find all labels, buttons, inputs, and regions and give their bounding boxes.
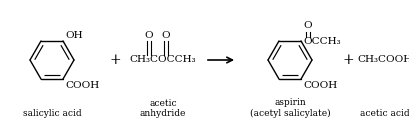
Text: COOH: COOH: [65, 81, 99, 90]
Text: OCCH₃: OCCH₃: [302, 38, 340, 46]
Text: +: +: [109, 53, 121, 67]
Text: O: O: [303, 22, 312, 30]
Text: O: O: [144, 30, 153, 40]
Text: CH₃COOH: CH₃COOH: [357, 56, 409, 65]
Text: COOH: COOH: [302, 81, 337, 90]
Text: CH₃COCCH₃: CH₃COCCH₃: [129, 56, 196, 65]
Text: aspirin
(acetyl salicylate): aspirin (acetyl salicylate): [249, 98, 330, 118]
Text: O: O: [161, 30, 170, 40]
Text: +: +: [342, 53, 353, 67]
Text: OH: OH: [65, 31, 83, 40]
Text: salicylic acid: salicylic acid: [22, 109, 81, 118]
Text: acetic
anhydride: acetic anhydride: [139, 99, 186, 118]
Text: acetic acid: acetic acid: [360, 109, 409, 118]
